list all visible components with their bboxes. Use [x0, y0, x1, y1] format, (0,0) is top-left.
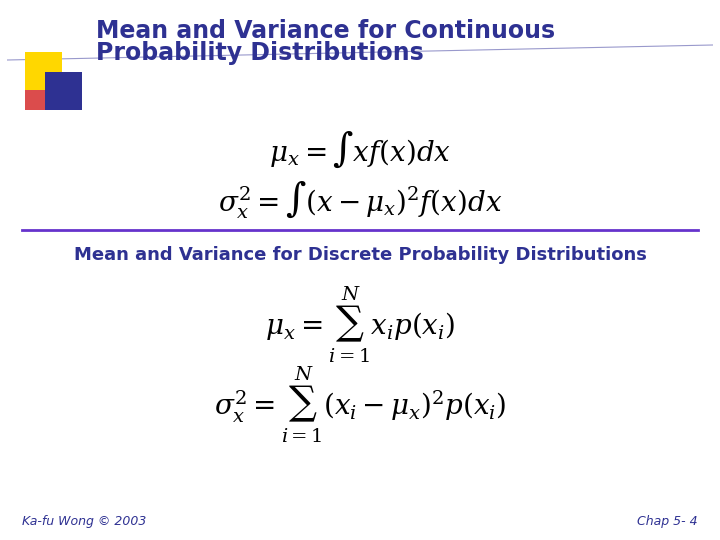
Text: $\sigma_x^2 = \int (x - \mu_x)^2 f(x)dx$: $\sigma_x^2 = \int (x - \mu_x)^2 f(x)dx$ — [218, 179, 502, 220]
Bar — [25, 82, 53, 110]
Text: $\sigma_x^2 = \sum_{i=1}^{N} (x_i - \mu_x)^2 p(x_i)$: $\sigma_x^2 = \sum_{i=1}^{N} (x_i - \mu_… — [214, 364, 506, 445]
Text: $\mu_x = \sum_{i=1}^{N} x_i p(x_i)$: $\mu_x = \sum_{i=1}^{N} x_i p(x_i)$ — [265, 285, 455, 366]
Bar — [45, 72, 82, 110]
Text: Probability Distributions: Probability Distributions — [96, 41, 423, 65]
Text: Chap 5- 4: Chap 5- 4 — [637, 515, 698, 528]
Text: Ka-fu Wong © 2003: Ka-fu Wong © 2003 — [22, 515, 146, 528]
Text: $\mu_x = \int xf(x)dx$: $\mu_x = \int xf(x)dx$ — [269, 130, 451, 170]
Bar — [25, 52, 63, 90]
Text: Mean and Variance for Discrete Probability Distributions: Mean and Variance for Discrete Probabili… — [73, 246, 647, 264]
Text: Mean and Variance for Continuous: Mean and Variance for Continuous — [96, 19, 554, 43]
